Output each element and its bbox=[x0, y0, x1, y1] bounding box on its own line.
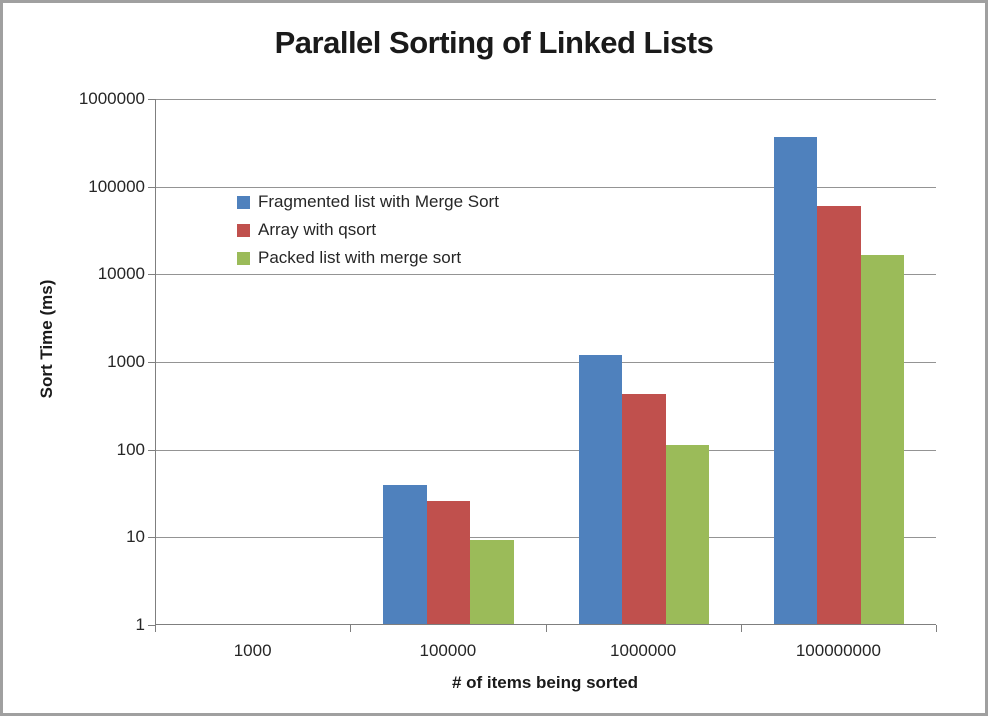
x-tick-mark-1 bbox=[350, 625, 352, 632]
plot-area bbox=[148, 99, 937, 632]
legend-label: Fragmented list with Merge Sort bbox=[258, 192, 499, 211]
legend-swatch-icon bbox=[237, 195, 250, 209]
bar-series2-100000 bbox=[426, 501, 471, 624]
x-tick-mark-3 bbox=[740, 625, 742, 632]
y-tick-mark-10000 bbox=[148, 274, 155, 276]
y-tick-label-10000: 10000 bbox=[97, 264, 145, 284]
bar-series1-100000 bbox=[383, 484, 427, 624]
y-tick-mark-100000 bbox=[148, 186, 155, 188]
gridline-10000 bbox=[156, 274, 936, 276]
gridline-100 bbox=[156, 449, 936, 451]
y-tick-label-10: 10 bbox=[126, 527, 145, 547]
y-axis-title: Sort Time (ms) bbox=[37, 279, 56, 399]
legend-label: Packed list with merge sort bbox=[258, 248, 462, 267]
x-category-label-1000: 1000 bbox=[233, 641, 272, 660]
x-category-label-1000000: 1000000 bbox=[610, 641, 677, 660]
y-tick-label-1000: 1000 bbox=[107, 352, 145, 371]
chart-title: Parallel Sorting of Linked Lists bbox=[274, 25, 714, 60]
bar-series2-100000000 bbox=[817, 206, 861, 624]
legend-swatch-icon bbox=[237, 223, 250, 237]
bar-series3-1000000 bbox=[665, 445, 709, 624]
x-tick-mark-2 bbox=[545, 625, 547, 632]
legend: Fragmented list with Merge Sort Array wit… bbox=[237, 188, 499, 272]
x-category-label-100000: 100000 bbox=[419, 641, 477, 660]
legend-item-1: Fragmented list with Merge Sort bbox=[237, 188, 499, 216]
x-axis-title: # of items being sorted bbox=[451, 673, 639, 692]
bar-series3-100000000 bbox=[860, 255, 905, 624]
y-tick-mark-10 bbox=[148, 537, 155, 539]
gridline-1000000 bbox=[156, 99, 936, 100]
y-tick-label-1: 1 bbox=[135, 615, 145, 634]
y-tick-mark-1000 bbox=[148, 362, 155, 363]
legend-label: Array with qsort bbox=[258, 220, 377, 239]
y-axis-line bbox=[155, 99, 156, 626]
x-tick-mark-0 bbox=[155, 625, 156, 632]
y-tick-mark-1 bbox=[148, 625, 155, 626]
legend-item-3: Packed list with merge sort bbox=[237, 244, 499, 272]
gridline-100000 bbox=[156, 186, 936, 188]
gridline-1000 bbox=[156, 362, 936, 363]
y-tick-mark-100 bbox=[148, 449, 155, 451]
bar-series2-1000000 bbox=[622, 394, 666, 624]
y-tick-label-1000000: 1000000 bbox=[78, 89, 145, 108]
x-tick-mark-4 bbox=[936, 625, 937, 632]
bar-series3-100000 bbox=[470, 540, 514, 624]
x-category-label-100000000: 100000000 bbox=[795, 641, 881, 660]
y-tick-mark-1000000 bbox=[148, 99, 155, 100]
bar-series1-100000000 bbox=[773, 137, 818, 624]
y-tick-label-100: 100 bbox=[116, 439, 145, 459]
legend-item-2: Array with qsort bbox=[237, 216, 499, 244]
legend-swatch-icon bbox=[237, 251, 250, 265]
y-tick-label-100000: 100000 bbox=[88, 176, 145, 196]
x-axis-line bbox=[155, 624, 936, 625]
gridline-10 bbox=[156, 537, 936, 539]
bar-series1-1000000 bbox=[578, 355, 622, 624]
